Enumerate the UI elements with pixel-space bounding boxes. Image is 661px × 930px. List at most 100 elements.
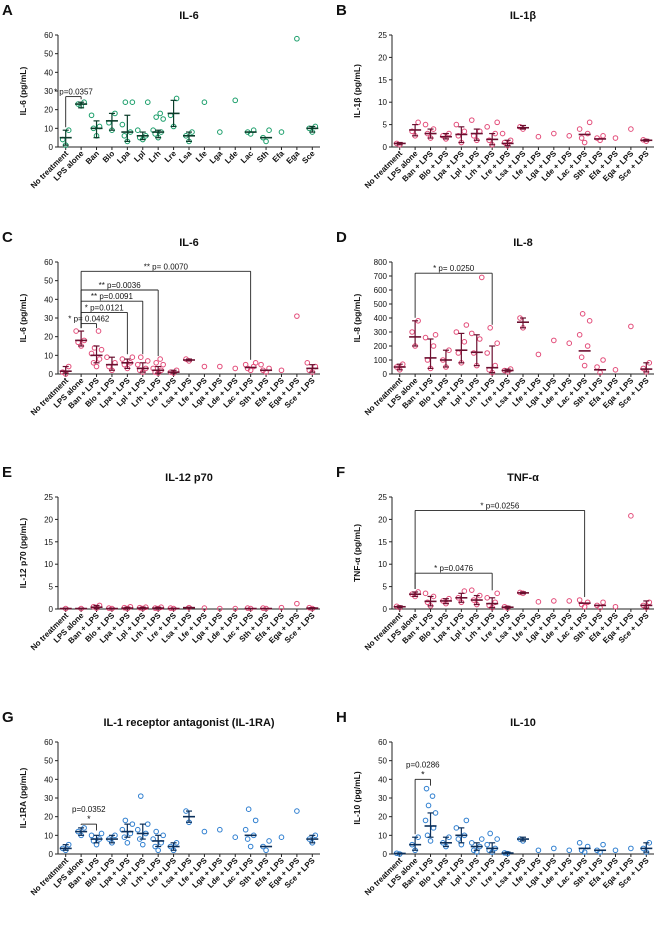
data-point xyxy=(463,817,470,824)
data-point xyxy=(294,808,300,814)
data-point xyxy=(455,350,462,356)
data-point xyxy=(160,832,166,839)
data-point xyxy=(492,599,498,606)
data-point xyxy=(484,841,490,848)
y-tick-label: 40 xyxy=(44,775,53,784)
data-point xyxy=(278,834,285,841)
y-tick-label: 25 xyxy=(378,31,387,40)
p-value-label: * p= 0.0462 xyxy=(68,315,110,324)
data-point xyxy=(157,356,163,362)
y-tick-label: 40 xyxy=(44,295,53,304)
p-value-label: ** p=0.0091 xyxy=(91,292,134,301)
data-point xyxy=(232,834,239,841)
p-value-label: p=0.0286 xyxy=(406,760,440,769)
data-point xyxy=(461,588,468,594)
data-point xyxy=(430,343,437,349)
y-tick-label: 50 xyxy=(44,277,53,286)
y-tick-label: 0 xyxy=(49,605,54,614)
panel-letter: A xyxy=(2,2,13,19)
y-tick-label: 15 xyxy=(378,76,387,85)
data-point xyxy=(93,363,100,370)
y-axis-label: IL-1β (pg/mL) xyxy=(352,64,362,118)
y-tick-label: 25 xyxy=(378,493,387,502)
data-point xyxy=(576,126,583,132)
data-point xyxy=(453,825,460,831)
data-point xyxy=(95,328,102,334)
data-point xyxy=(88,112,95,119)
y-tick-label: 40 xyxy=(378,775,387,784)
panel-title: IL-6 xyxy=(179,237,199,249)
data-point xyxy=(600,357,606,363)
y-tick-label: 400 xyxy=(374,314,388,323)
y-tick-label: 15 xyxy=(378,538,387,547)
data-point xyxy=(104,354,110,361)
y-axis-label: IL-10 (pg/mL) xyxy=(352,771,362,825)
y-tick-label: 30 xyxy=(44,794,53,803)
x-tick-label: Sce xyxy=(300,149,317,166)
data-point xyxy=(484,124,490,130)
data-point xyxy=(484,595,490,601)
data-point xyxy=(129,354,136,361)
data-point xyxy=(129,821,136,827)
data-point xyxy=(551,337,557,344)
y-tick-label: 60 xyxy=(44,31,53,40)
y-tick-label: 20 xyxy=(378,515,387,524)
data-point xyxy=(576,332,583,338)
y-tick-label: 800 xyxy=(374,258,388,267)
data-point xyxy=(487,325,493,331)
data-point xyxy=(98,830,105,837)
panel-title: TNF-α xyxy=(507,472,539,484)
p-value-label: * p=0.0121 xyxy=(85,303,124,312)
data-point xyxy=(425,802,432,809)
y-axis-label: IL-8 (pg/mL) xyxy=(352,294,362,343)
data-point xyxy=(494,119,500,126)
data-point xyxy=(586,119,593,126)
data-point xyxy=(119,121,126,128)
y-tick-label: 20 xyxy=(44,515,53,524)
data-point xyxy=(160,116,166,122)
data-point xyxy=(263,138,269,145)
y-tick-label: 50 xyxy=(44,757,53,766)
data-point xyxy=(304,360,311,366)
data-point xyxy=(551,130,557,137)
y-tick-label: 60 xyxy=(44,258,53,267)
data-point xyxy=(432,332,439,338)
y-tick-label: 0 xyxy=(49,370,54,379)
data-point xyxy=(551,598,557,604)
data-point xyxy=(455,836,462,842)
y-tick-label: 5 xyxy=(383,583,388,592)
panel-title: IL-12 p70 xyxy=(165,472,213,484)
y-tick-label: 10 xyxy=(378,98,387,107)
data-point xyxy=(423,785,430,792)
data-point xyxy=(432,810,439,816)
data-point xyxy=(137,354,144,361)
y-tick-label: 500 xyxy=(374,300,388,309)
data-point xyxy=(486,137,492,144)
x-tick-label: Lfe xyxy=(194,149,209,164)
x-tick-label: Lpl xyxy=(132,149,147,164)
significance-star: * xyxy=(421,769,425,779)
data-point xyxy=(427,838,434,844)
data-point xyxy=(453,329,460,335)
y-tick-label: 40 xyxy=(44,68,53,77)
x-tick-label: Lac xyxy=(239,149,256,166)
data-point xyxy=(245,806,252,813)
data-point xyxy=(468,840,475,846)
y-tick-label: 20 xyxy=(378,53,387,62)
data-point xyxy=(612,847,619,854)
data-point xyxy=(578,354,585,361)
y-tick-label: 0 xyxy=(49,850,54,859)
y-tick-label: 60 xyxy=(44,738,53,747)
data-point xyxy=(499,130,506,137)
data-point xyxy=(153,360,159,366)
data-point xyxy=(468,587,475,593)
panel-title: IL-6 xyxy=(179,10,199,22)
p-value-label: ** p= 0.0070 xyxy=(144,262,189,271)
data-point xyxy=(242,826,249,833)
x-tick-label: Lpa xyxy=(115,149,132,166)
